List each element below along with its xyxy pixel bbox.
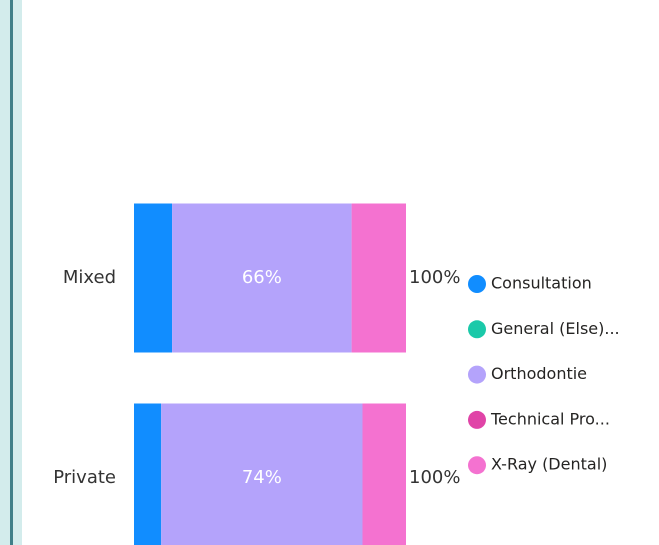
bar-segment: [134, 403, 162, 545]
bar-segment: [172, 203, 352, 353]
panel-edge: [13, 0, 22, 545]
panel-edge: [0, 0, 10, 545]
legend-label: Consultation: [491, 274, 592, 293]
bar-segment: [362, 403, 406, 545]
legend-marker: [468, 456, 486, 475]
legend-marker: [468, 410, 486, 429]
category-label: Mixed: [63, 267, 116, 288]
legend-marker: [468, 365, 486, 384]
legend-marker: [468, 275, 486, 293]
category-label: Private: [53, 467, 116, 488]
panel-border: [10, 0, 13, 545]
bar-segment: [161, 403, 363, 545]
data-label: 74%: [242, 467, 282, 488]
legend-label: X-Ray (Dental): [491, 455, 607, 474]
total-label: 100%: [409, 467, 460, 488]
legend-label: Orthodontie: [491, 364, 587, 383]
bar-segment: [134, 203, 173, 353]
bar-segment: [351, 203, 406, 353]
legend-label: Technical Pro...: [490, 409, 610, 428]
total-label: 100%: [409, 267, 460, 288]
legend-label: General (Else)...: [491, 319, 620, 338]
data-label: 66%: [242, 267, 282, 288]
legend-marker: [468, 320, 486, 339]
